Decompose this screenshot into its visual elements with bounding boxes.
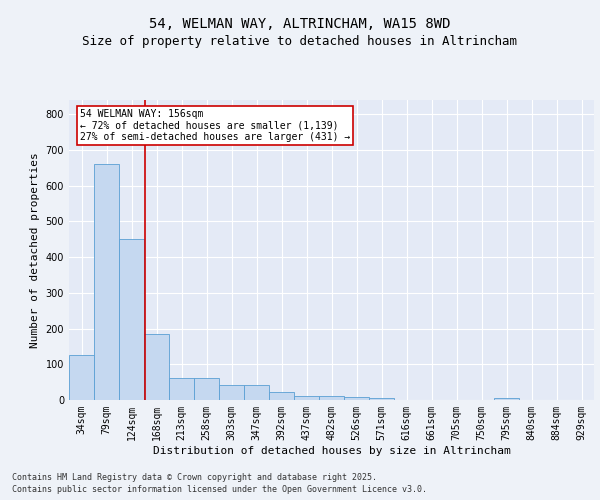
Bar bbox=[144, 334, 169, 400]
Bar bbox=[69, 356, 94, 400]
Bar bbox=[319, 396, 344, 400]
Bar bbox=[344, 397, 369, 400]
Y-axis label: Number of detached properties: Number of detached properties bbox=[30, 152, 40, 348]
X-axis label: Distribution of detached houses by size in Altrincham: Distribution of detached houses by size … bbox=[152, 446, 511, 456]
Text: Size of property relative to detached houses in Altrincham: Size of property relative to detached ho… bbox=[83, 35, 517, 48]
Bar bbox=[244, 385, 269, 400]
Text: Contains HM Land Registry data © Crown copyright and database right 2025.: Contains HM Land Registry data © Crown c… bbox=[12, 472, 377, 482]
Bar bbox=[369, 398, 394, 400]
Text: Contains public sector information licensed under the Open Government Licence v3: Contains public sector information licen… bbox=[12, 485, 427, 494]
Bar bbox=[219, 385, 244, 400]
Bar bbox=[269, 392, 294, 400]
Text: 54, WELMAN WAY, ALTRINCHAM, WA15 8WD: 54, WELMAN WAY, ALTRINCHAM, WA15 8WD bbox=[149, 18, 451, 32]
Bar bbox=[294, 396, 319, 400]
Bar bbox=[194, 378, 219, 400]
Bar bbox=[94, 164, 119, 400]
Bar bbox=[169, 378, 194, 400]
Bar bbox=[119, 240, 144, 400]
Bar bbox=[494, 398, 519, 400]
Text: 54 WELMAN WAY: 156sqm
← 72% of detached houses are smaller (1,139)
27% of semi-d: 54 WELMAN WAY: 156sqm ← 72% of detached … bbox=[79, 109, 350, 142]
